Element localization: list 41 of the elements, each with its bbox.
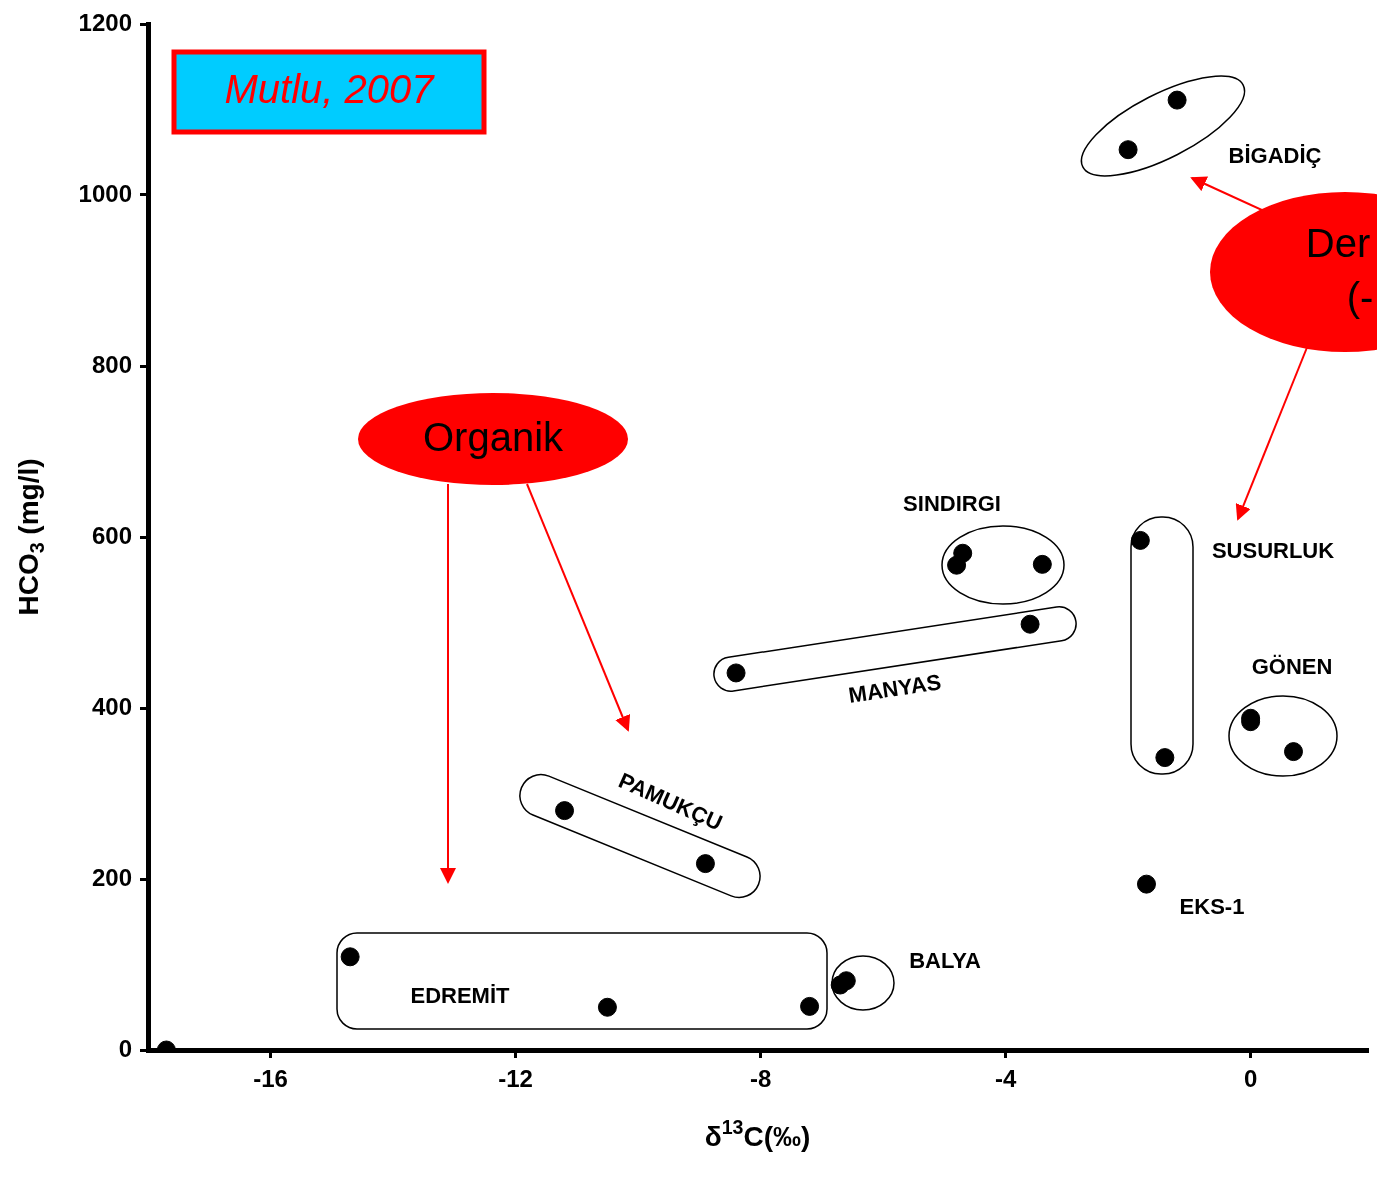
annotation: MANYAS: [846, 669, 943, 708]
annotation: SUSURLUK: [1211, 538, 1335, 564]
x-tick-label: -4: [994, 1065, 1017, 1093]
annotation: Der: [1305, 221, 1371, 266]
y-axis-title: HCO3 (mg/l): [12, 458, 48, 616]
annotation: Mutlu, 2007: [224, 67, 436, 112]
annotation: GÖNEN: [1251, 654, 1333, 680]
annotation: BİGADİÇ: [1228, 143, 1322, 169]
point: [555, 801, 575, 821]
point: [953, 543, 973, 563]
point: [1118, 140, 1138, 160]
point: [695, 854, 715, 874]
point: [340, 947, 360, 967]
point: [800, 996, 820, 1016]
x-tick-label: -16: [253, 1065, 288, 1093]
point: [1130, 530, 1150, 550]
point: [1155, 748, 1175, 768]
x-tick-label: 0: [1243, 1065, 1258, 1093]
y-tick-label: 600: [91, 521, 132, 549]
point: [1020, 614, 1040, 634]
annotation: EKS-1: [1179, 894, 1245, 920]
point: [1167, 90, 1187, 110]
y-tick-label: 1200: [78, 8, 132, 36]
x-tick-label: -8: [749, 1065, 772, 1093]
annotation: EDREMİT: [410, 983, 511, 1009]
annotation: SINDIRGI: [903, 491, 1001, 517]
y-tick-label: 1000: [78, 179, 132, 207]
point: [726, 663, 746, 683]
y-tick-label: 0: [118, 1034, 132, 1062]
point: [1136, 874, 1156, 894]
y-tick-label: 200: [91, 863, 132, 891]
annotation: (-: [1346, 275, 1374, 320]
point: [597, 997, 617, 1017]
x-tick-label: -12: [498, 1065, 533, 1093]
point: [1032, 554, 1052, 574]
point: [836, 971, 856, 991]
point: [1283, 742, 1303, 762]
y-tick-label: 400: [91, 692, 132, 720]
y-tick-label: 800: [91, 350, 132, 378]
annotation: BALYA: [909, 948, 981, 974]
annotation: Organik: [422, 415, 565, 460]
